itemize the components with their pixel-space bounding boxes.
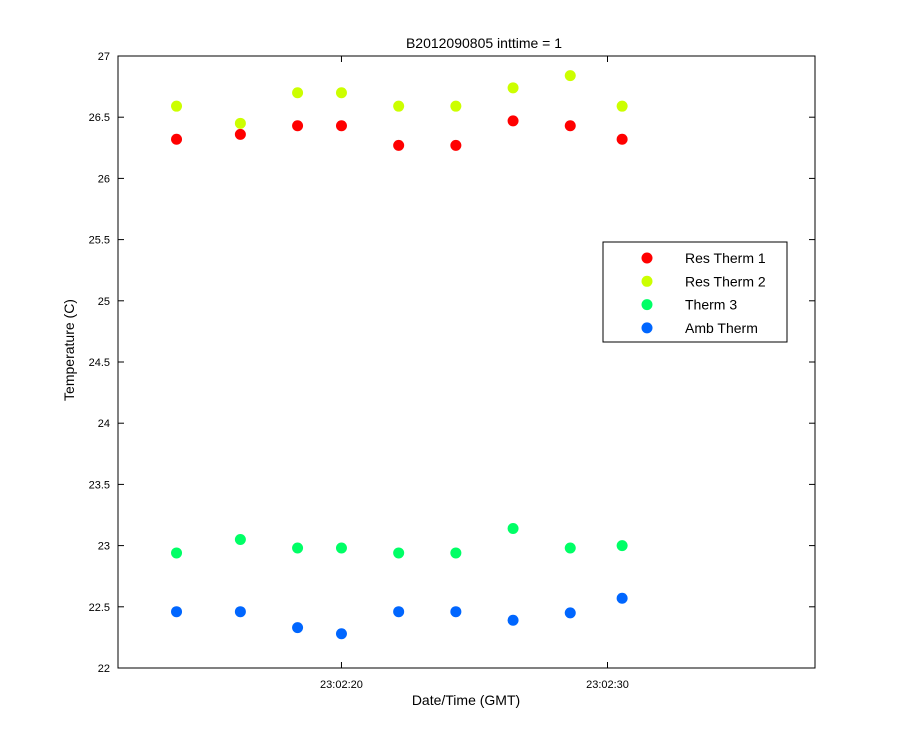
data-point [171,606,183,618]
legend-label: Res Therm 2 [685,273,766,289]
y-tick-label: 23 [98,541,110,553]
y-tick-label: 25 [98,296,110,308]
y-tick-label: 26.5 [89,112,110,124]
data-point [564,542,576,554]
data-point [564,120,576,132]
plot-area [117,55,816,669]
data-point [171,100,183,112]
data-point [616,133,628,145]
data-point [234,128,246,140]
data-point [450,139,462,151]
data-point [234,117,246,129]
legend-box [602,241,788,343]
data-point [564,607,576,619]
y-tick-label: 23.5 [89,479,110,491]
legend-marker [641,275,653,287]
data-point [393,606,405,618]
data-point [450,606,462,618]
data-point [393,547,405,559]
legend-item: Amb Therm [641,320,758,336]
series-amb-therm [171,592,628,640]
legend-label: Res Therm 1 [685,250,766,266]
data-point [234,533,246,545]
data-point [171,133,183,145]
y-tick-label: 24.5 [89,357,110,369]
data-point [292,120,304,132]
data-point [393,100,405,112]
y-tick-label: 22.5 [89,602,110,614]
legend-label: Amb Therm [685,320,758,336]
x-axis-label: Date/Time (GMT) [412,692,520,708]
legend-marker [641,322,653,334]
data-point [507,115,519,127]
data-point [335,87,347,99]
data-point [234,606,246,618]
y-tick-label: 25.5 [89,235,110,247]
y-axis-label: Temperature (C) [61,299,77,401]
data-point [507,82,519,94]
data-point [450,100,462,112]
chart-title: B2012090805 inttime = 1 [406,35,562,51]
data-point [335,542,347,554]
data-point [507,522,519,534]
data-point [292,542,304,554]
x-axis: 23:02:20 23:02:30 [320,56,629,691]
legend-item: Therm 3 [641,297,737,313]
data-point [564,70,576,82]
data-point [335,628,347,640]
legend-item: Res Therm 2 [641,273,766,289]
y-tick-label: 26 [98,173,110,185]
legend-marker [641,299,653,311]
data-point [292,622,304,634]
series-therm-3 [171,522,628,559]
y-tick-label: 27 [98,51,110,63]
data-point [616,592,628,604]
legend-item: Res Therm 1 [641,250,766,266]
data-point [616,540,628,552]
data-point [616,100,628,112]
data-point [171,547,183,559]
data-point [450,547,462,559]
series-res-therm-2 [171,70,628,129]
data-point [335,120,347,132]
legend-marker [641,252,653,264]
data-points [171,70,628,640]
y-tick-label: 22 [98,663,110,675]
y-tick-label: 24 [98,418,110,430]
series-res-therm-1 [171,115,628,151]
legend: Res Therm 1 Res Therm 2 Therm 3 Amb Therm [602,241,788,343]
y-axis: 22 22.5 23 23.5 24 24.5 25 25.5 26 26.5 27 [89,51,815,675]
x-tick-label: 23:02:20 [320,679,363,691]
x-tick-label: 23:02:30 [586,679,629,691]
data-point [292,87,304,99]
legend-label: Therm 3 [685,297,737,313]
data-point [507,614,519,626]
data-point [393,139,405,151]
